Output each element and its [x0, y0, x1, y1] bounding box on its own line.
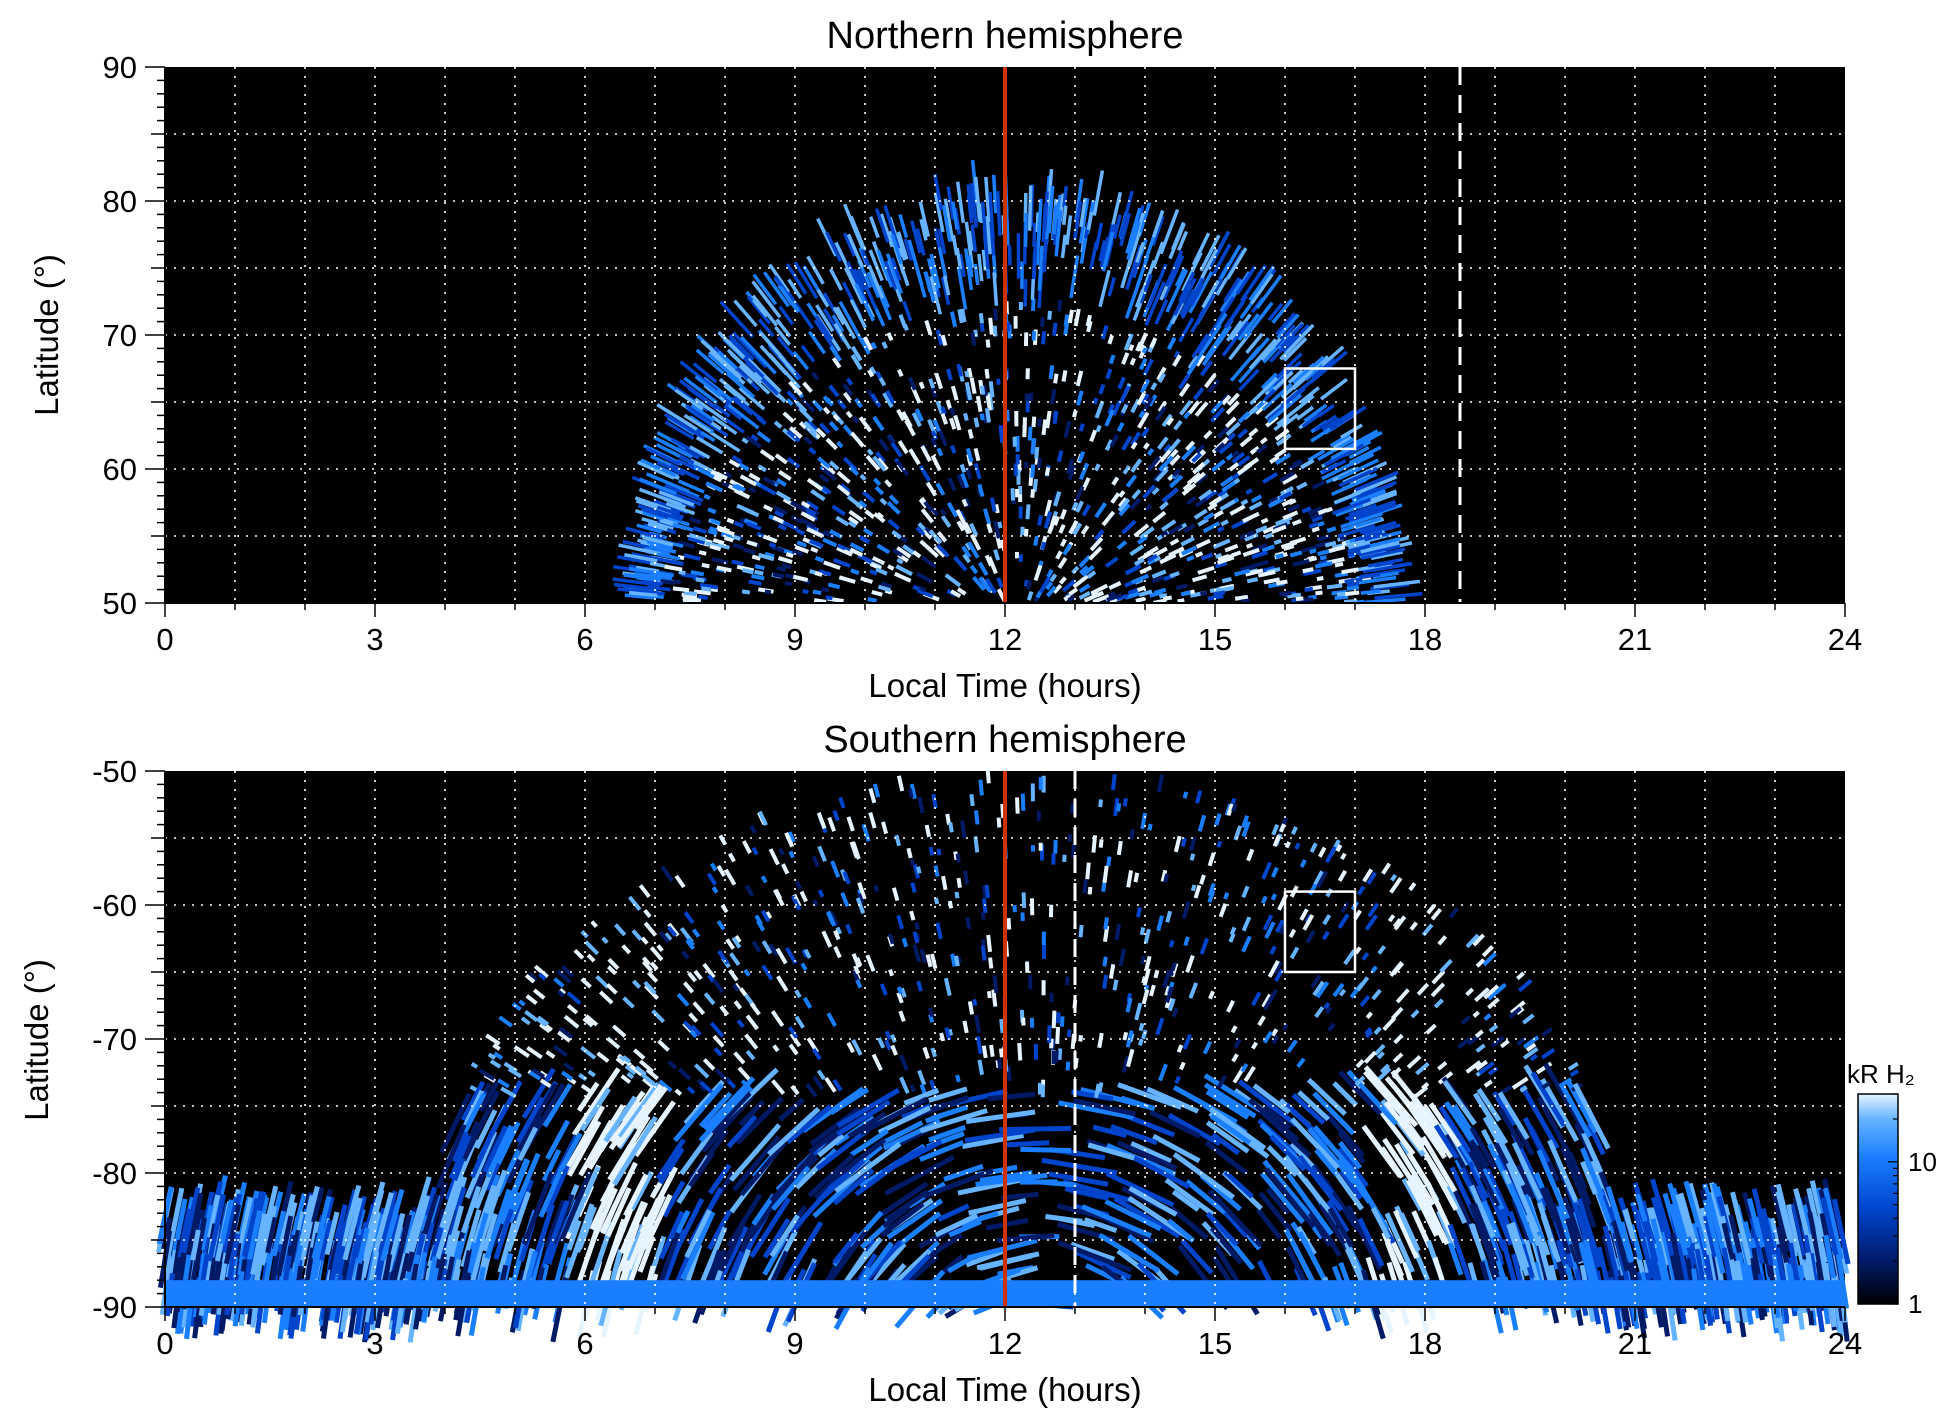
- north-ytick-label: 60: [103, 452, 137, 487]
- colorbar-gradient: [1857, 1093, 1899, 1305]
- south-axes: 0 3 6 9 12 15 18 21 24 -90 -80 -70 -60 -50: [92, 754, 1862, 1361]
- south-ytick-label: -70: [92, 1022, 137, 1057]
- north-heatmap: [612, 159, 1423, 605]
- north-ytick-label: 70: [103, 318, 137, 353]
- south-title: Southern hemisphere: [823, 719, 1186, 761]
- north-axes: 0 3 6 9 12 15 18 21 24 50 60 70 80 90: [103, 50, 1863, 657]
- south-xtick-label: 18: [1408, 1326, 1442, 1361]
- north-xtick-label: 0: [156, 622, 173, 657]
- north-xtick-label: 24: [1828, 622, 1862, 657]
- colorbar-ticks: 1 10: [1888, 1093, 1937, 1319]
- colorbar-tick-label: 10: [1908, 1147, 1937, 1177]
- north-ytick-label: 50: [103, 586, 137, 621]
- north-panel: Northern hemisphere 0 3 6 9 12 15 18 21 24 50 60 70…: [28, 15, 1862, 704]
- south-ylabel: Latitude (°): [18, 959, 55, 1121]
- south-xtick-label: 6: [576, 1326, 593, 1361]
- colorbar-label: kR H₂: [1847, 1059, 1915, 1089]
- south-xtick-label: 15: [1198, 1326, 1232, 1361]
- north-title: Northern hemisphere: [827, 15, 1184, 57]
- north-xtick-label: 12: [988, 622, 1022, 657]
- south-xtick-label: 3: [366, 1326, 383, 1361]
- south-ytick-label: -50: [92, 754, 137, 789]
- south-xtick-label: 12: [988, 1326, 1022, 1361]
- north-xtick-label: 15: [1198, 622, 1232, 657]
- north-xtick-label: 9: [786, 622, 803, 657]
- colorbar: kR H₂ 1 10: [1847, 1059, 1937, 1319]
- north-xlabel: Local Time (hours): [868, 667, 1141, 704]
- north-xtick-label: 18: [1408, 622, 1442, 657]
- south-panel: Southern hemisphere 0 3 6 9 12 15 18 21 24 -90 -80…: [18, 719, 1862, 1408]
- south-ytick-label: -80: [92, 1156, 137, 1191]
- north-region-box: [1283, 367, 1357, 451]
- north-xtick-label: 3: [366, 622, 383, 657]
- south-overlays: [1003, 771, 1357, 1307]
- north-xtick-label: 21: [1618, 622, 1652, 657]
- north-ylabel: Latitude (°): [28, 254, 65, 416]
- colorbar-tick-label: 1: [1908, 1289, 1922, 1319]
- south-xtick-label: 0: [156, 1326, 173, 1361]
- north-ytick-label: 90: [103, 50, 137, 85]
- south-grid: [165, 771, 1845, 1307]
- north-ytick-label: 80: [103, 184, 137, 219]
- north-grid: [165, 67, 1845, 603]
- north-overlays: [1003, 67, 1462, 603]
- south-ytick-label: -90: [92, 1290, 137, 1325]
- south-xtick-label: 9: [786, 1326, 803, 1361]
- south-ytick-label: -60: [92, 888, 137, 923]
- south-region-box: [1283, 890, 1357, 974]
- north-xtick-label: 6: [576, 622, 593, 657]
- south-xlabel: Local Time (hours): [868, 1371, 1141, 1408]
- south-xtick-label: 24: [1828, 1326, 1862, 1361]
- south-xtick-label: 21: [1618, 1326, 1652, 1361]
